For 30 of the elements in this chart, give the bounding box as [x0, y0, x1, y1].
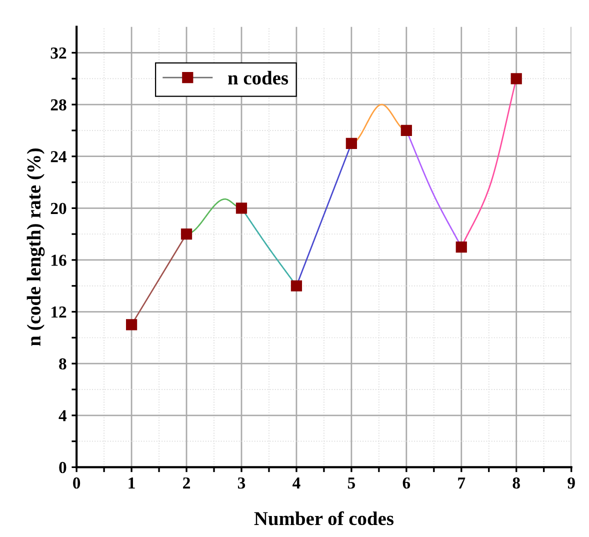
x-tick-label: 2 — [183, 477, 190, 488]
point — [456, 241, 467, 253]
legend-label: n codes — [228, 70, 288, 85]
point — [290, 280, 302, 292]
y-tick-label: 28 — [50, 99, 66, 111]
x-tick-label: 7 — [458, 478, 466, 488]
y-tick-label: 24 — [50, 151, 67, 162]
point — [236, 202, 248, 214]
x-tick-label: 5 — [348, 478, 355, 489]
x-tick-label: 6 — [402, 477, 410, 489]
x-tick-label: 3 — [238, 477, 246, 489]
x-tick-label: 9 — [568, 477, 575, 489]
y-tick-label: 0 — [59, 462, 66, 474]
y-tick-label: 12 — [52, 306, 66, 318]
point — [400, 124, 412, 136]
y-tick-label: 4 — [58, 410, 67, 422]
x-tick-label: 4 — [292, 478, 300, 488]
point — [510, 73, 522, 84]
x-tick-label: 1 — [128, 477, 135, 488]
point — [346, 138, 357, 149]
x-tick-label: 8 — [512, 477, 520, 489]
x-axis-title: Number of codes — [254, 511, 394, 526]
point — [180, 228, 192, 240]
y-tick-label: 20 — [50, 202, 66, 214]
y-tick-label: 32 — [50, 48, 66, 59]
point — [126, 319, 138, 330]
y-axis-title: n (code length) rate (%) — [26, 148, 45, 346]
x-tick-label: 0 — [73, 477, 80, 489]
y-tick-label: 16 — [52, 254, 66, 266]
y-tick-label: 8 — [59, 358, 66, 370]
